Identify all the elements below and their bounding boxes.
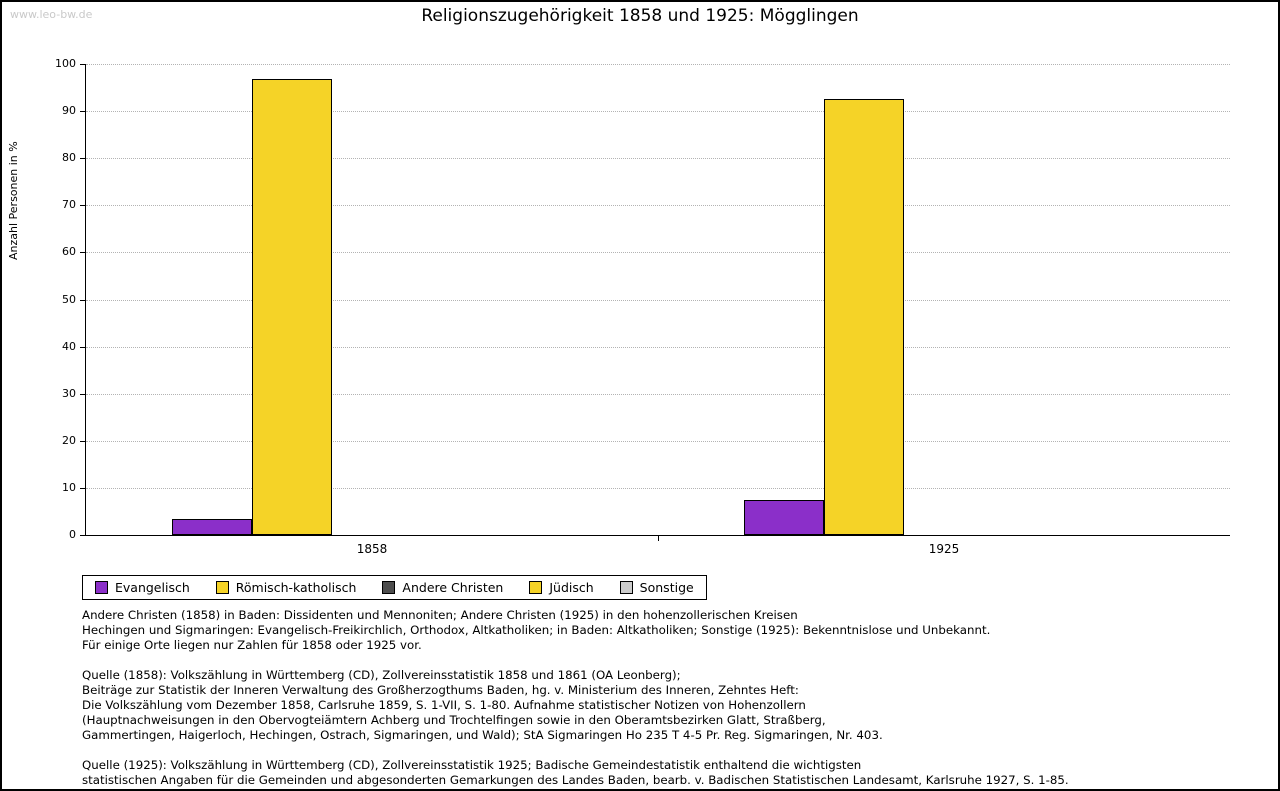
- legend-item: Andere Christen: [382, 580, 503, 595]
- legend-item-label: Jüdisch: [549, 580, 594, 595]
- footnote-line: Beiträge zur Statistik der Inneren Verwa…: [82, 683, 799, 697]
- gridline: [86, 111, 1230, 113]
- x-tick-label: 1925: [928, 542, 960, 556]
- y-tick-label: 30: [62, 386, 76, 400]
- legend-item: Evangelisch: [95, 580, 190, 595]
- x-tick: [658, 536, 659, 541]
- footnote-line: Andere Christen (1858) in Baden: Disside…: [82, 608, 798, 622]
- footnotes: Andere Christen (1858) in Baden: Disside…: [82, 608, 1069, 788]
- y-tick: [80, 252, 85, 254]
- footnote-line: Die Volkszählung vom Dezember 1858, Carl…: [82, 698, 806, 712]
- y-tick-label: 100: [55, 57, 76, 70]
- gridline: [86, 346, 1230, 348]
- legend-item-label: Sonstige: [639, 580, 694, 595]
- y-tick-label: 20: [62, 433, 76, 447]
- gridline: [86, 440, 1230, 442]
- gridline: [86, 158, 1230, 160]
- gridline: [86, 205, 1230, 207]
- footnote-line: Hechingen und Sigmaringen: Evangelisch-F…: [82, 623, 991, 637]
- y-tick: [80, 299, 85, 301]
- footnote-line: Quelle (1858): Volkszählung in Württembe…: [82, 668, 681, 682]
- y-tick-label: 10: [62, 480, 76, 494]
- y-tick: [80, 535, 85, 536]
- x-tick-label: 1858: [356, 542, 388, 556]
- footnote-line: (Hauptnachweisungen in den Obervogteiämt…: [82, 713, 826, 727]
- y-tick: [80, 158, 85, 160]
- legend-item-label: Andere Christen: [402, 580, 504, 595]
- chart-title: Religionszugehörigkeit 1858 und 1925: Mö…: [421, 6, 859, 26]
- legend-swatch-sonstige: [619, 581, 633, 594]
- plot-area: 0 10 20 30 40 50 60 70 80 90 100 1858 1925: [55, 57, 1230, 556]
- legend-swatch-j-disch: [529, 581, 543, 594]
- legend-swatch-r-misch-katholisch: [215, 581, 229, 594]
- y-tick-label: 50: [62, 292, 76, 306]
- footnote-line: Für einige Orte liegen nur Zahlen für 18…: [82, 638, 422, 652]
- bar-evangelisch-1858: [172, 518, 252, 535]
- legend-item-label: Evangelisch: [115, 580, 190, 595]
- y-tick: [80, 393, 85, 395]
- legend-item: Sonstige: [619, 580, 694, 595]
- footnote-line: Gammertingen, Haigerloch, Hechingen, Ost…: [82, 728, 883, 742]
- gridline: [86, 64, 1230, 65]
- legend-item: Jüdisch: [529, 580, 594, 595]
- legend: Evangelisch Römisch-katholisch Andere Chri…: [82, 575, 707, 600]
- y-tick-label: 90: [62, 104, 76, 118]
- legend-item-label: Römisch-katholisch: [235, 580, 357, 595]
- gridline: [86, 393, 1230, 395]
- legend-item: Römisch-katholisch: [215, 580, 357, 595]
- y-axis-label: Anzahl Personen in %: [7, 141, 20, 260]
- footnote-line: statistischen Angaben für die Gemeinden …: [82, 773, 1069, 787]
- bar-r-misch-katholisch-1858: [252, 79, 332, 535]
- y-tick: [80, 346, 85, 348]
- y-tick-label: 70: [62, 198, 76, 212]
- y-tick-label: 60: [62, 245, 76, 259]
- y-tick: [80, 111, 85, 113]
- y-tick-label: 0: [69, 528, 76, 541]
- watermark: www.leo-bw.de: [10, 8, 93, 21]
- legend-swatch-evangelisch: [95, 581, 108, 594]
- y-tick: [80, 440, 85, 442]
- gridline: [86, 487, 1230, 489]
- bar-r-misch-katholisch-1925: [824, 98, 904, 535]
- y-tick: [80, 205, 85, 207]
- y-tick: [80, 487, 85, 489]
- gridline: [86, 299, 1230, 301]
- y-tick-label: 40: [62, 339, 76, 353]
- y-tick-label: 80: [62, 151, 76, 165]
- legend-swatch-andere-christen: [382, 581, 396, 594]
- bar-evangelisch-1925: [744, 500, 824, 535]
- footnote-line: [82, 653, 1069, 668]
- gridline: [86, 252, 1230, 254]
- y-tick: [80, 64, 85, 65]
- footnote-line: Quelle (1925): Volkszählung in Württembe…: [82, 758, 862, 772]
- footnote-line: [82, 743, 1069, 758]
